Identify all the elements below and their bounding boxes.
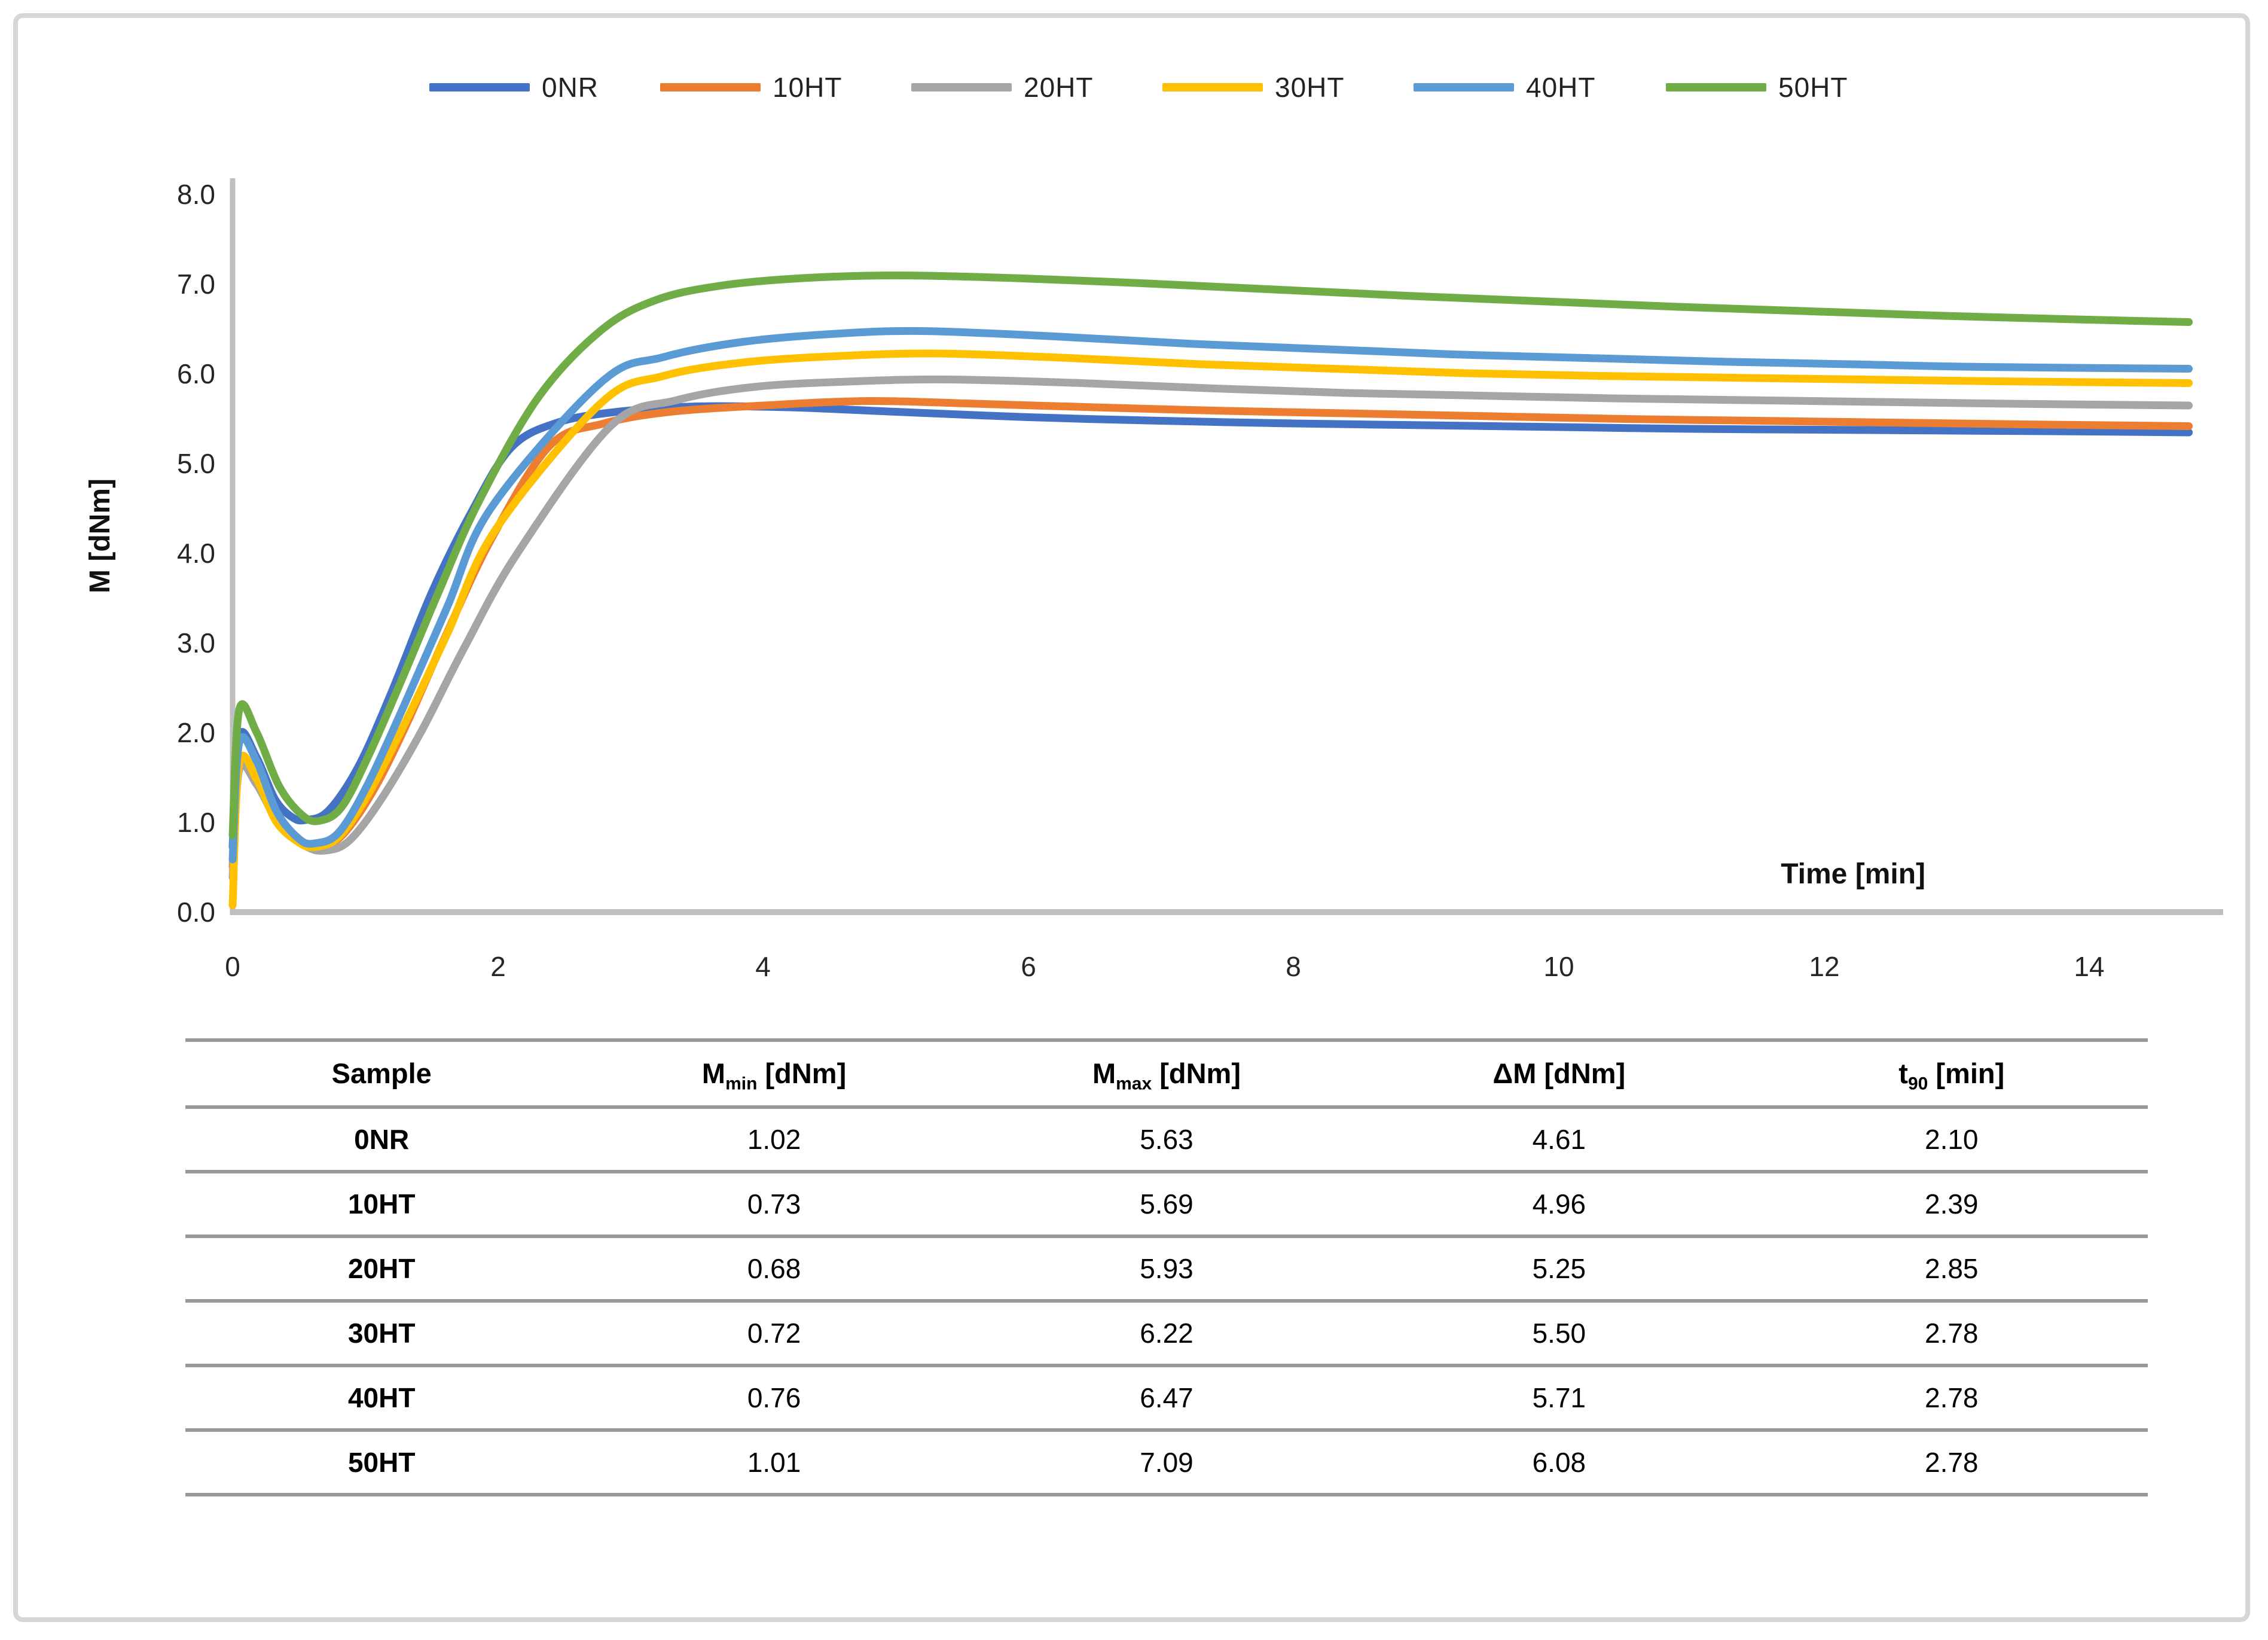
table-row-30ht: 30HT 0.72 6.22 5.50 2.78: [185, 1303, 2148, 1364]
table-rule: [185, 1364, 2148, 1367]
legend-item-10ht: 10HT: [660, 69, 842, 105]
cell-mmin: 0.68: [747, 1253, 801, 1284]
col-header-mmin: Mmin [dNm]: [701, 1057, 847, 1094]
cell-deltam: 6.08: [1532, 1447, 1586, 1478]
y-axis-title: M [dNm]: [84, 478, 116, 593]
table-rule-top: [185, 1038, 2148, 1042]
y-tick-1: 1.0: [177, 807, 215, 838]
table-row-40ht: 40HT 0.76 6.47 5.71 2.78: [185, 1367, 2148, 1428]
cell-mmax: 6.22: [1140, 1318, 1193, 1349]
table-rule: [185, 1234, 2148, 1238]
cure-parameters-table: Sample Mmin [dNm] Mmax [dNm] ΔM [dNm] t9…: [185, 1038, 2148, 1496]
table-header-row: Sample Mmin [dNm] Mmax [dNm] ΔM [dNm] t9…: [185, 1042, 2148, 1105]
cell-deltam: 4.61: [1532, 1124, 1586, 1155]
cell-t90: 2.39: [1924, 1188, 1979, 1220]
cell-sample: 20HT: [347, 1253, 416, 1284]
cell-sample: 40HT: [347, 1382, 416, 1413]
series-line-10ht: [228, 397, 2193, 871]
x-tick-14: 14: [2074, 951, 2105, 982]
cell-mmin: 0.76: [747, 1382, 801, 1413]
cell-sample: 30HT: [347, 1318, 416, 1349]
y-tick-7: 7.0: [177, 269, 215, 300]
cell-sample: 50HT: [347, 1447, 416, 1478]
legend-label-50ht: 50HT: [1778, 72, 1848, 103]
x-tick-10: 10: [1543, 951, 1574, 982]
col-header-mmax: Mmax [dNm]: [1092, 1057, 1241, 1094]
legend-swatch-50ht: [1666, 83, 1766, 92]
legend-item-0nr: 0NR: [429, 69, 599, 105]
cell-t90: 2.85: [1924, 1253, 1979, 1284]
table-row-20ht: 20HT 0.68 5.93 5.25 2.85: [185, 1238, 2148, 1299]
col-header-sample: Sample: [331, 1057, 432, 1089]
legend-swatch-0nr: [429, 83, 530, 92]
table-rule: [185, 1170, 2148, 1173]
table-row-0nr: 0NR 1.02 5.63 4.61 2.10: [185, 1109, 2148, 1170]
x-tick-6: 6: [1021, 951, 1036, 982]
legend-item-30ht: 30HT: [1162, 69, 1344, 105]
x-tick-12: 12: [1809, 951, 1840, 982]
x-tick-8: 8: [1286, 951, 1301, 982]
legend-label-0nr: 0NR: [542, 72, 599, 103]
legend-label-40ht: 40HT: [1526, 72, 1596, 103]
cell-deltam: 5.50: [1532, 1318, 1586, 1349]
table-row-50ht: 50HT 1.01 7.09 6.08 2.78: [185, 1432, 2148, 1493]
cell-mmax: 5.63: [1140, 1124, 1193, 1155]
cell-sample: 0NR: [354, 1124, 410, 1155]
col-header-deltam: ΔM [dNm]: [1492, 1057, 1626, 1089]
col-header-t90: t90 [min]: [1898, 1057, 2005, 1094]
legend-swatch-40ht: [1414, 83, 1514, 92]
y-tick-2: 2.0: [177, 717, 215, 748]
legend-item-50ht: 50HT: [1666, 69, 1848, 105]
cell-t90: 2.10: [1924, 1124, 1979, 1155]
legend-swatch-10ht: [660, 83, 761, 92]
cell-mmax: 7.09: [1140, 1447, 1193, 1478]
y-tick-5: 5.0: [177, 448, 215, 479]
legend-swatch-20ht: [911, 83, 1012, 92]
x-tick-0: 0: [225, 951, 240, 982]
x-tick-4: 4: [755, 951, 771, 982]
cell-mmax: 5.93: [1140, 1253, 1193, 1284]
cell-mmin: 0.73: [747, 1188, 801, 1220]
series-line-50ht: [228, 272, 2193, 839]
cell-mmin: 0.72: [747, 1318, 801, 1349]
legend-label-10ht: 10HT: [773, 72, 843, 103]
legend-label-20ht: 20HT: [1024, 72, 1094, 103]
cell-deltam: 4.96: [1532, 1188, 1586, 1220]
table-rule-bottom: [185, 1493, 2148, 1496]
legend-label-30ht: 30HT: [1275, 72, 1345, 103]
y-tick-0: 0.0: [177, 897, 215, 928]
cell-mmin: 1.02: [747, 1124, 801, 1155]
x-axis-title: Time [min]: [1781, 858, 1925, 890]
x-tick-2: 2: [490, 951, 506, 982]
cell-mmin: 1.01: [747, 1447, 801, 1478]
y-tick-4: 4.0: [177, 538, 215, 569]
y-tick-6: 6.0: [177, 358, 215, 389]
cell-t90: 2.78: [1924, 1447, 1979, 1478]
table-row-10ht: 10HT 0.73 5.69 4.96 2.39: [185, 1173, 2148, 1234]
figure-border: [13, 13, 2250, 1622]
legend-swatch-30ht: [1162, 83, 1263, 92]
table-rule: [185, 1105, 2148, 1109]
y-tick-3: 3.0: [177, 627, 215, 659]
cell-mmax: 5.69: [1140, 1188, 1193, 1220]
legend-item-40ht: 40HT: [1414, 69, 1595, 105]
cell-t90: 2.78: [1924, 1382, 1979, 1413]
legend-item-20ht: 20HT: [911, 69, 1093, 105]
cell-deltam: 5.25: [1532, 1253, 1586, 1284]
cell-t90: 2.78: [1924, 1318, 1979, 1349]
cell-deltam: 5.71: [1532, 1382, 1586, 1413]
cell-sample: 10HT: [347, 1188, 416, 1220]
y-tick-8: 8.0: [177, 179, 215, 210]
series-line-40ht: [228, 327, 2193, 864]
series-line-20ht: [228, 375, 2193, 882]
table-rule: [185, 1428, 2148, 1432]
table-rule: [185, 1299, 2148, 1303]
cell-mmax: 6.47: [1140, 1382, 1193, 1413]
